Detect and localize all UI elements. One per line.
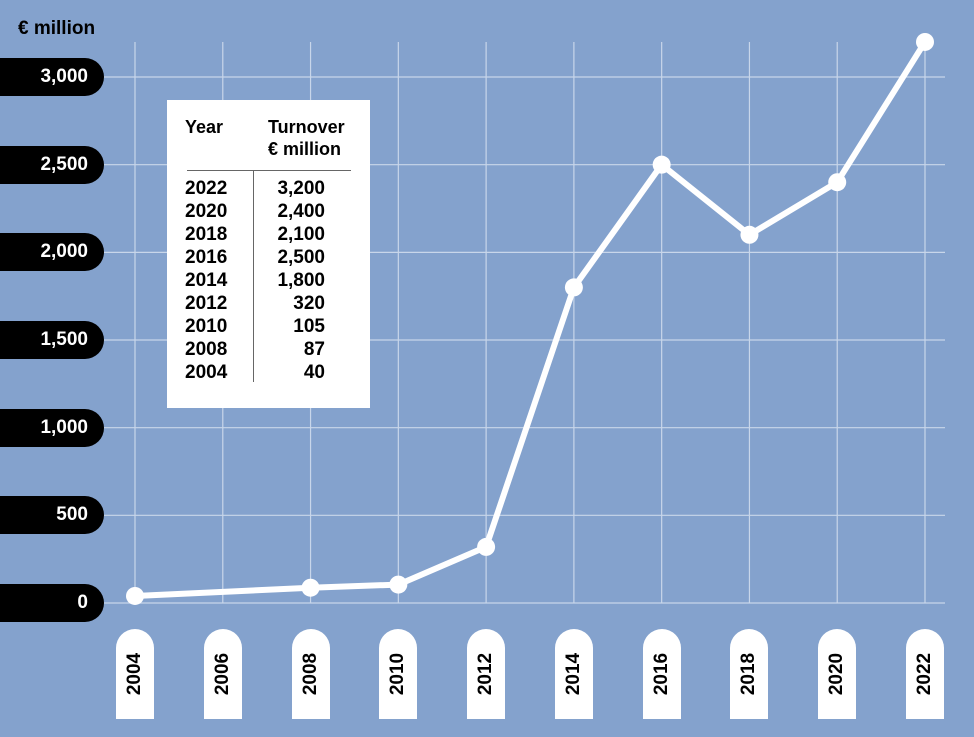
table-cell-year: 2018 [185,224,228,245]
table-divider-vertical [253,170,254,382]
x-tick-label: 2008 [291,629,330,719]
x-tick-text: 2014 [562,652,584,696]
x-tick-label: 2020 [818,629,857,719]
data-point-2004 [126,586,144,605]
table-cell-year: 2016 [185,247,228,268]
table-header-turnover: Turnover € million [268,116,345,160]
table-row: 2014 1,800 [185,269,325,292]
y-tick-label: 2,500 [0,145,104,184]
data-points [126,32,934,605]
data-table: Year Turnover € million 2022 3,200 2020 2,4… [167,100,370,408]
table-cell-value: 2,500 [277,247,325,268]
table-cell-year: 2020 [185,201,228,222]
table-cell-value: 320 [293,293,325,314]
x-tick-label: 2004 [116,629,154,719]
table-row: 2018 2,100 [185,223,325,246]
table-cell-value: 1,800 [277,270,325,291]
data-point-2018 [740,225,759,244]
x-tick-label: 2012 [467,629,506,719]
x-tick-text: 2012 [475,652,497,696]
x-tick-label: 2010 [379,629,418,719]
table-cell-year: 2004 [185,362,228,383]
x-tick-label: 2006 [203,629,242,719]
x-tick-text: 2008 [299,652,321,696]
table-cell-value: 3,200 [277,178,325,199]
x-tick-label: 2014 [554,629,593,719]
table-cell-value: 40 [303,362,325,383]
y-tick-label: 2,000 [0,233,104,272]
data-point-2010 [389,575,408,594]
data-point-2014 [564,278,583,297]
x-tick-label: 2016 [642,629,681,719]
table-row: 2004 40 [185,361,325,384]
table-row: 2008 87 [185,338,325,361]
table-cell-year: 2014 [185,270,228,291]
table-divider-horizontal [187,170,351,171]
y-tick-label: 500 [0,496,104,535]
x-tick-label: 2018 [730,629,769,719]
x-tick-text: 2010 [387,652,409,696]
table-row: 2020 2,400 [185,200,325,223]
y-tick-label: 1,500 [0,321,104,359]
table-cell-year: 2010 [185,316,228,337]
table-row: 2016 2,500 [185,246,325,269]
table-cell-value: 2,400 [277,201,325,222]
table-cell-year: 2012 [185,293,228,314]
table-cell-value: 87 [303,339,325,360]
table-row: 2010 105 [185,315,325,338]
data-point-2012 [477,537,496,556]
x-tick-text: 2006 [211,652,233,696]
table-cell-year: 2008 [185,339,228,360]
x-tick-text: 2022 [914,652,935,696]
x-tick-text: 2018 [738,652,760,696]
data-point-2008 [301,578,320,597]
data-point-2020 [828,173,847,192]
y-tick-label: 1,000 [0,408,104,447]
table-row: 2012 320 [185,292,325,315]
table-header-year: Year [185,117,224,137]
data-point-2022 [916,32,934,51]
x-tick-text: 2016 [650,652,672,696]
x-tick-text: 2020 [826,652,848,696]
x-tick-text: 2004 [124,652,145,696]
data-point-2016 [652,155,671,174]
table-header-turnover-line1: Turnover [268,117,345,137]
table-header-turnover-line2: € million [268,139,342,159]
x-tick-label: 2022 [906,629,944,719]
table-row: 2022 3,200 [185,177,325,200]
y-tick-label: 3,000 [0,58,104,96]
table-cell-year: 2022 [185,178,228,199]
y-tick-label: 0 [0,584,104,622]
y-axis-unit-label: € million [18,18,96,39]
table-rows: 2022 3,200 2020 2,400 2018 2,100 2016 2,500 2014… [185,177,325,384]
table-cell-value: 2,100 [277,224,325,245]
table-cell-value: 105 [293,316,325,337]
